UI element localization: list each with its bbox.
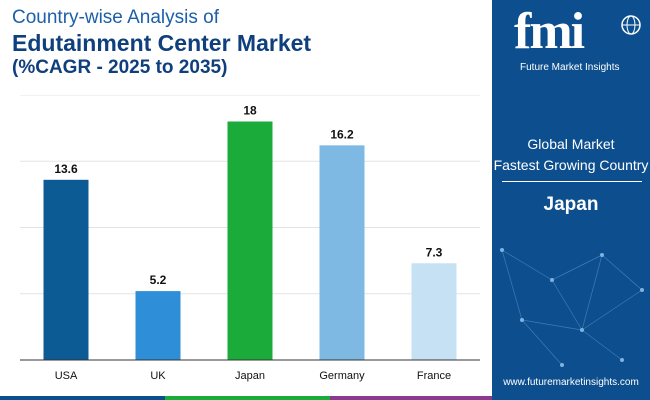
panel-divider <box>502 181 642 182</box>
website-url: www.futuremarketinsights.com <box>503 377 639 388</box>
x-label-japan: Japan <box>235 370 265 382</box>
x-label-usa: USA <box>55 370 78 382</box>
x-axis-labels: USA UK Japan Germany France <box>55 370 451 382</box>
title-line-2: Edutainment Center Market <box>12 30 312 56</box>
chart-title: Country-wise Analysis of Edutainment Cen… <box>12 6 482 80</box>
value-label-france: 7.3 <box>426 245 443 259</box>
footer-bar-2 <box>165 396 330 400</box>
side-panel: fmi Future Market Insights Global Market… <box>492 0 650 400</box>
value-label-japan: 18 <box>243 104 257 118</box>
x-label-germany: Germany <box>319 370 365 382</box>
panel-caption-global: Global Market <box>527 136 615 152</box>
x-label-france: France <box>417 370 451 382</box>
globe-icon <box>621 15 641 35</box>
bar-chart: 13.6 5.2 18 16.2 7.3 USA UK Japan Germany France <box>20 95 480 382</box>
value-label-germany: 16.2 <box>330 127 354 141</box>
bars <box>43 121 457 360</box>
bar-usa <box>43 179 89 360</box>
title-line-1: Country-wise Analysis of <box>12 7 219 28</box>
footer-bar-1 <box>0 396 165 400</box>
value-label-usa: 13.6 <box>54 162 78 176</box>
footer-bar-3 <box>330 396 492 400</box>
logo-text: fmi <box>514 3 585 60</box>
fmi-logo: fmi Future Market Insights <box>492 0 650 80</box>
bar-germany <box>319 145 365 360</box>
value-labels: 13.6 5.2 18 16.2 7.3 <box>54 104 442 288</box>
title-line-3: (%CAGR - 2025 to 2035) <box>12 57 228 78</box>
logo-tagline: Future Market Insights <box>520 62 620 73</box>
bar-japan <box>227 121 273 360</box>
network-decoration <box>500 248 644 367</box>
bar-france <box>411 263 457 360</box>
x-label-uk: UK <box>150 370 166 382</box>
value-label-uk: 5.2 <box>150 273 167 287</box>
panel-caption-fastest: Fastest Growing Country <box>493 157 649 173</box>
fastest-country: Japan <box>543 194 599 215</box>
bar-uk <box>135 291 181 360</box>
